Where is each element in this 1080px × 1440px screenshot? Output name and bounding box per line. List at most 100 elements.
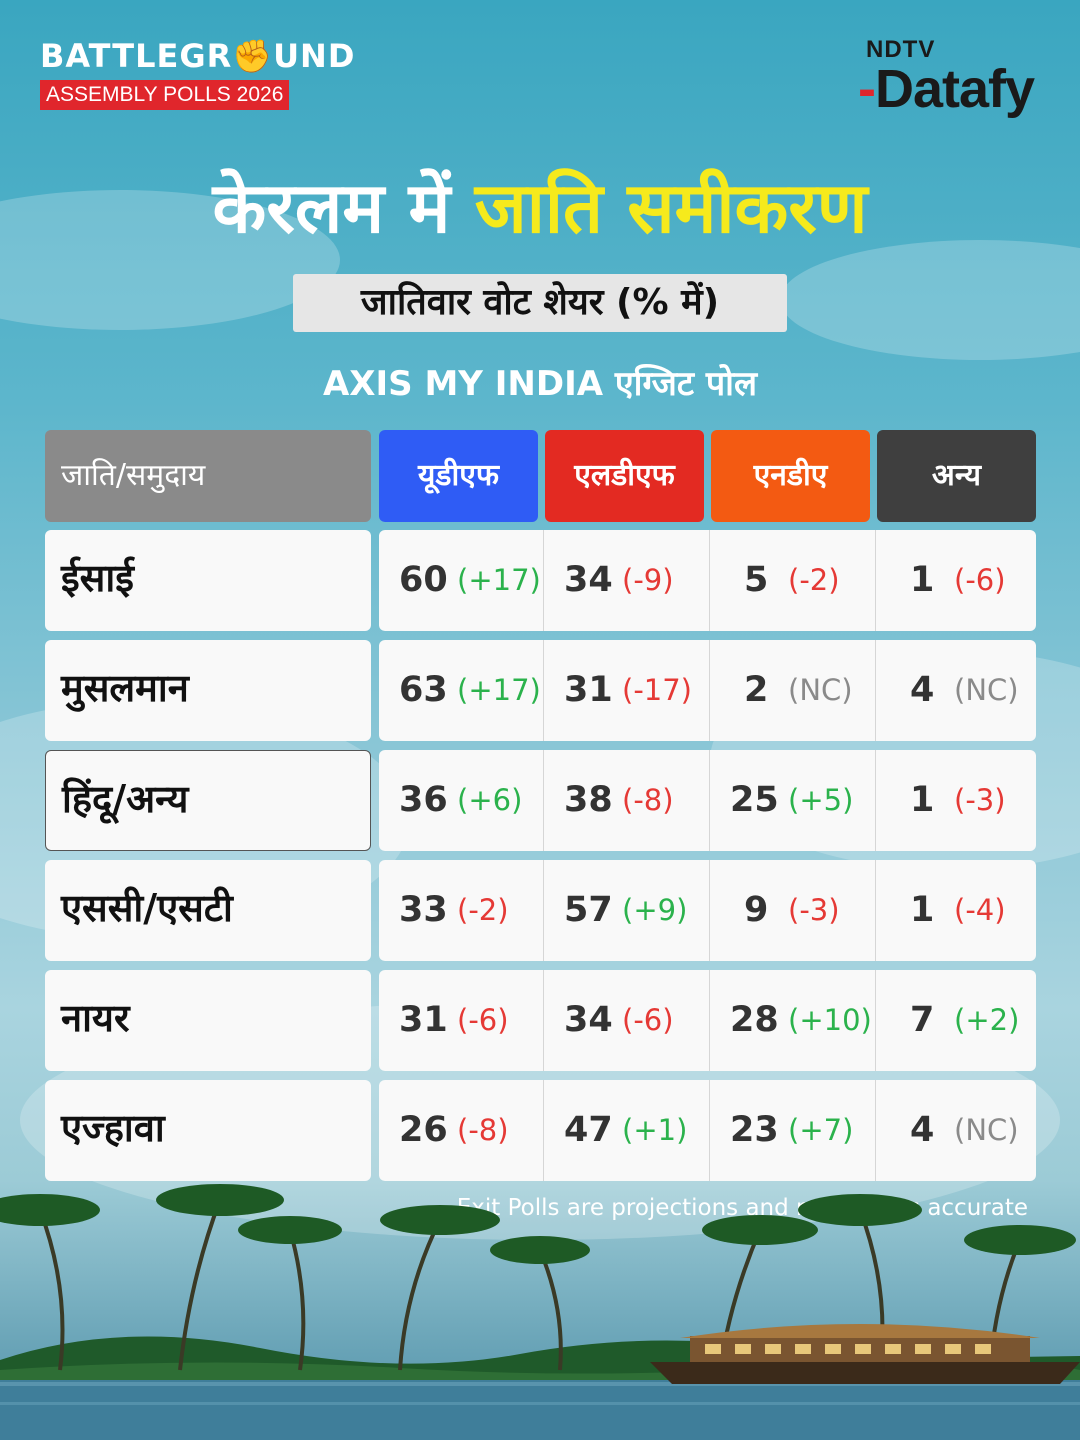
- value-cell: 63 (+17): [379, 640, 543, 741]
- table-row: हिंदू/अन्य 36 (+6) 38 (-8) 25 (+5) 1 (-3): [45, 750, 1036, 851]
- value-cell: 31 (-17): [543, 640, 708, 741]
- value-cell: 1 (-6): [875, 530, 1040, 631]
- vote-share-value: 1: [910, 890, 935, 930]
- value-cell: 7 (+2): [875, 970, 1040, 1071]
- value-cell: 33 (-2): [379, 860, 543, 961]
- table-row: एज्हावा 26 (-8) 47 (+1) 23 (+7) 4 (NC): [45, 1080, 1036, 1181]
- change-value: (-2): [457, 893, 509, 927]
- brand-wordmark: BATTLEGR✊UND: [40, 38, 355, 74]
- vote-share-value: 5: [744, 560, 769, 600]
- logo-datafy-text: Datafy: [874, 59, 1035, 119]
- value-cell: 47 (+1): [543, 1080, 708, 1181]
- value-cell: 23 (+7): [709, 1080, 874, 1181]
- vote-share-value: 1: [910, 780, 935, 820]
- vote-share-value: 25: [730, 780, 779, 820]
- change-value: (-17): [622, 673, 692, 707]
- vote-share-value: 23: [730, 1110, 779, 1150]
- vote-share-value: 57: [564, 890, 613, 930]
- column-header-ldf: एलडीएफ: [545, 430, 704, 522]
- value-cell: 1 (-3): [875, 750, 1040, 851]
- vote-share-value: 4: [910, 1110, 935, 1150]
- column-header-others: अन्य: [877, 430, 1036, 522]
- page-subtitle: जातिवार वोट शेयर (% में): [293, 274, 787, 332]
- row-values: 36 (+6) 38 (-8) 25 (+5) 1 (-3): [379, 750, 1036, 851]
- value-cell: 9 (-3): [709, 860, 874, 961]
- vote-share-value: 34: [564, 1000, 613, 1040]
- group-label: हिंदू/अन्य: [45, 750, 371, 851]
- change-value: (-6): [457, 1003, 509, 1037]
- change-value: (+7): [788, 1113, 854, 1147]
- logo-dash-icon: -: [858, 59, 876, 119]
- change-value: (+5): [788, 783, 854, 817]
- change-value: (-3): [788, 893, 840, 927]
- value-cell: 5 (-2): [709, 530, 874, 631]
- change-value: (-9): [622, 563, 674, 597]
- row-values: 60 (+17) 34 (-9) 5 (-2) 1 (-6): [379, 530, 1036, 631]
- group-label: ईसाई: [45, 530, 371, 631]
- vote-share-value: 60: [399, 560, 448, 600]
- column-header-udf: यूडीएफ: [379, 430, 538, 522]
- value-cell: 26 (-8): [379, 1080, 543, 1181]
- column-header-nda: एनडीए: [711, 430, 870, 522]
- value-cell: 4 (NC): [875, 640, 1040, 741]
- change-value: (-4): [954, 893, 1006, 927]
- change-value: (+1): [622, 1113, 688, 1147]
- value-cell: 34 (-9): [543, 530, 708, 631]
- battleground-brand: BATTLEGR✊UND ASSEMBLY POLLS 2026: [40, 38, 355, 110]
- value-cell: 1 (-4): [875, 860, 1040, 961]
- value-cell: 25 (+5): [709, 750, 874, 851]
- table-row: मुसलमान 63 (+17) 31 (-17) 2 (NC) 4 (NC): [45, 640, 1036, 741]
- page-title: केरलम में जाति समीकरण: [0, 166, 1080, 250]
- vote-share-value: 31: [399, 1000, 448, 1040]
- row-values: 26 (-8) 47 (+1) 23 (+7) 4 (NC): [379, 1080, 1036, 1181]
- row-values: 63 (+17) 31 (-17) 2 (NC) 4 (NC): [379, 640, 1036, 741]
- vote-share-value: 38: [564, 780, 613, 820]
- vote-share-value: 9: [744, 890, 769, 930]
- value-cell: 2 (NC): [709, 640, 874, 741]
- value-cell: 36 (+6): [379, 750, 543, 851]
- row-values: 33 (-2) 57 (+9) 9 (-3) 1 (-4): [379, 860, 1036, 961]
- change-value: (NC): [954, 1113, 1019, 1147]
- row-values: 31 (-6) 34 (-6) 28 (+10) 7 (+2): [379, 970, 1036, 1071]
- vote-share-value: 2: [744, 670, 769, 710]
- vote-share-value: 28: [730, 1000, 779, 1040]
- houseboat-icon: [650, 1324, 1080, 1384]
- change-value: (+17): [457, 563, 541, 597]
- source-label: AXIS MY INDIA एग्जिट पोल: [322, 364, 758, 404]
- change-value: (-8): [622, 783, 674, 817]
- ndtv-datafy-logo: NDTV -Datafy: [858, 36, 1048, 117]
- brand-word-part-1: BATTLEGR: [40, 37, 233, 75]
- vote-share-value: 1: [910, 560, 935, 600]
- change-value: (NC): [954, 673, 1019, 707]
- logo-ndtv: NDTV: [866, 36, 936, 63]
- vote-share-value: 63: [399, 670, 448, 710]
- change-value: (-8): [457, 1113, 509, 1147]
- logo-datafy: -Datafy: [858, 62, 1048, 116]
- group-label: एससी/एसटी: [45, 860, 371, 961]
- brand-subtitle: ASSEMBLY POLLS 2026: [40, 80, 290, 110]
- value-cell: 57 (+9): [543, 860, 708, 961]
- change-value: (+9): [622, 893, 688, 927]
- vote-share-value: 26: [399, 1110, 448, 1150]
- table-row: ईसाई 60 (+17) 34 (-9) 5 (-2) 1 (-6): [45, 530, 1036, 631]
- vote-share-value: 31: [564, 670, 613, 710]
- vote-share-value: 36: [399, 780, 448, 820]
- kerala-backwater-illustration: [0, 1184, 1080, 1440]
- table-row: नायर 31 (-6) 34 (-6) 28 (+10) 7 (+2): [45, 970, 1036, 1071]
- title-part-2: जाति समीकरण: [474, 167, 868, 249]
- vote-share-value: 4: [910, 670, 935, 710]
- value-cell: 38 (-8): [543, 750, 708, 851]
- change-value: (-6): [622, 1003, 674, 1037]
- group-label: एज्हावा: [45, 1080, 371, 1181]
- group-label: नायर: [45, 970, 371, 1071]
- title-part-1: केरलम में: [212, 167, 451, 249]
- change-value: (+17): [457, 673, 541, 707]
- brand-word-part-2: UND: [273, 37, 356, 75]
- vote-share-value: 47: [564, 1110, 613, 1150]
- vote-share-value: 7: [910, 1000, 935, 1040]
- row-header-cell: जाति/समुदाय: [45, 430, 371, 522]
- value-cell: 28 (+10): [709, 970, 874, 1071]
- group-label: मुसलमान: [45, 640, 371, 741]
- value-cell: 60 (+17): [379, 530, 543, 631]
- value-cell: 34 (-6): [543, 970, 708, 1071]
